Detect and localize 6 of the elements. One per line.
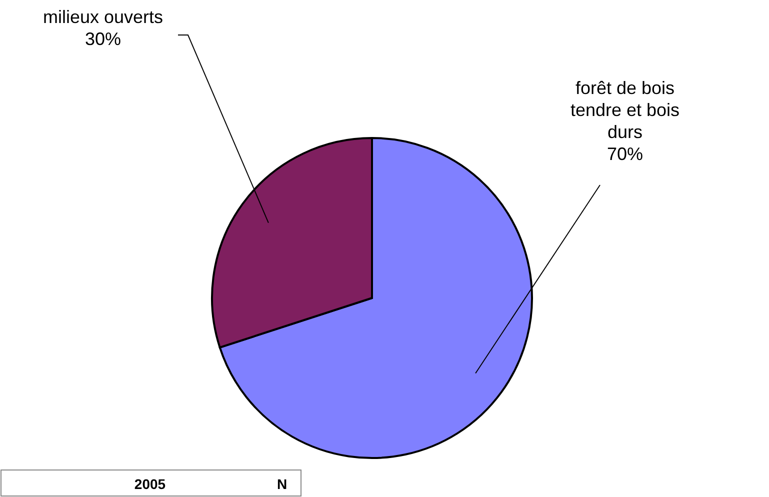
text: N <box>276 476 288 492</box>
slice-label: milieux ouverts <box>42 7 164 27</box>
text: 2005 <box>134 476 166 492</box>
data-label: 30% <box>84 29 122 49</box>
data-label: 70% <box>606 144 644 164</box>
slice-label: forêt de bois tendre et bois durs <box>570 78 680 142</box>
